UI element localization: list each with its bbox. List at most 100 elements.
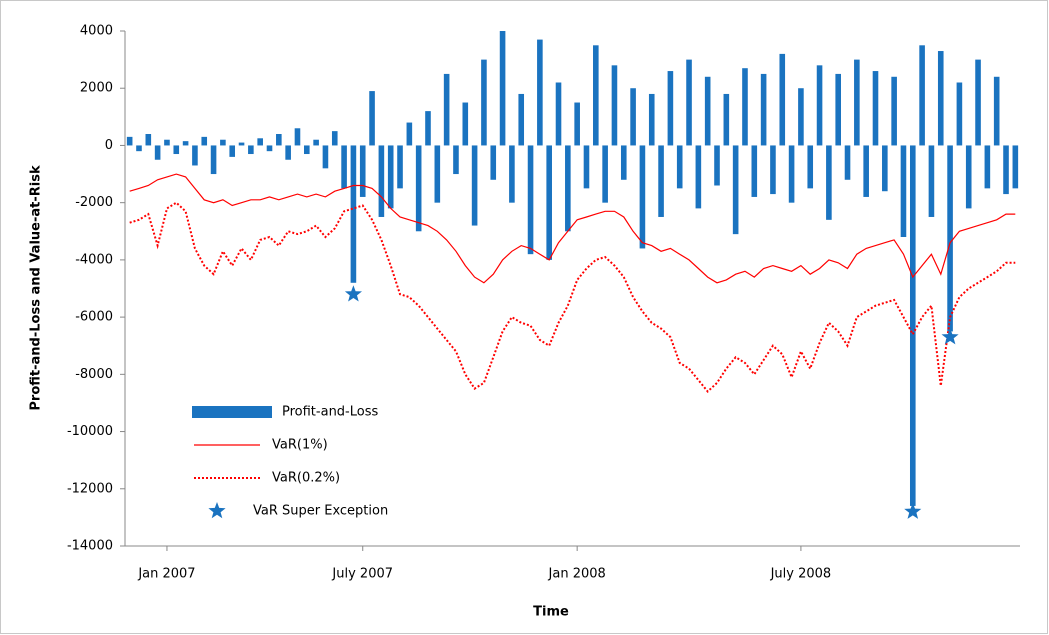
bar — [481, 59, 487, 146]
bar — [1003, 145, 1009, 195]
bar — [182, 141, 189, 146]
bar — [434, 145, 441, 203]
legend-swatch — [208, 502, 226, 519]
bar — [201, 136, 208, 146]
bar — [518, 93, 525, 146]
bar — [453, 145, 459, 175]
bar — [723, 93, 730, 146]
bar — [620, 145, 627, 180]
bar — [313, 139, 319, 146]
bar — [331, 131, 338, 146]
bar — [900, 145, 907, 237]
bar — [648, 93, 655, 146]
bar — [937, 51, 944, 146]
bar — [546, 145, 552, 260]
y-tick-label: -2000 — [75, 195, 113, 210]
bar — [779, 53, 786, 146]
bar — [443, 73, 450, 146]
line — [129, 173, 1016, 284]
bar — [499, 31, 506, 146]
bar — [387, 145, 394, 209]
legend-label: VaR(1%) — [272, 438, 328, 453]
bar — [192, 145, 198, 166]
bar — [397, 145, 403, 189]
bar — [658, 145, 664, 217]
y-tick-label: -10000 — [67, 424, 113, 439]
y-tick-label: -4000 — [75, 252, 113, 267]
bar — [471, 145, 478, 226]
bar — [294, 128, 301, 146]
y-tick-label: 0 — [105, 138, 113, 153]
y-tick-label: -14000 — [67, 539, 113, 554]
bar — [126, 136, 133, 146]
bar — [676, 145, 683, 189]
bar — [909, 145, 916, 506]
y-tick-label: -12000 — [67, 481, 113, 496]
bar — [611, 65, 618, 146]
bar — [248, 145, 254, 155]
bar — [164, 139, 170, 146]
x-tick-label: July 2008 — [770, 567, 832, 582]
bar — [565, 145, 571, 232]
x-axis-label: Time — [533, 605, 569, 620]
bar — [947, 145, 953, 332]
bar — [863, 145, 869, 197]
bar — [378, 145, 385, 217]
bar — [537, 39, 543, 146]
bar — [891, 76, 897, 146]
bar — [210, 145, 217, 175]
bar — [415, 145, 422, 232]
bar — [304, 145, 310, 155]
y-tick-label: -8000 — [75, 367, 113, 382]
bar — [490, 145, 497, 180]
bar — [854, 59, 860, 146]
bar — [406, 122, 413, 146]
star-marker — [941, 328, 959, 345]
bar — [509, 145, 515, 203]
bar — [798, 88, 804, 146]
y-axis-label: Profit-and-Loss and Value-at-Risk — [29, 165, 44, 411]
bar — [154, 145, 161, 160]
bar — [285, 145, 291, 160]
bar — [993, 76, 1000, 146]
bar — [760, 73, 767, 146]
bar — [835, 73, 841, 146]
bar — [322, 145, 329, 169]
bar — [844, 145, 851, 180]
bar — [956, 82, 963, 146]
bar — [593, 45, 599, 146]
bar — [826, 145, 832, 220]
legend-swatch — [192, 406, 272, 418]
bar — [751, 145, 758, 197]
bar — [583, 145, 590, 189]
line — [129, 201, 1016, 393]
bar — [667, 71, 674, 146]
x-tick-label: July 2007 — [331, 567, 393, 582]
legend-label: VaR(0.2%) — [272, 471, 340, 486]
bar — [238, 142, 245, 146]
bar — [276, 134, 282, 146]
bar — [574, 102, 580, 146]
bar — [984, 145, 991, 189]
bar — [872, 71, 879, 146]
legend-label: Profit-and-Loss — [282, 405, 378, 420]
bar — [704, 76, 711, 146]
bar — [816, 65, 823, 146]
bar — [136, 145, 142, 152]
bar — [369, 91, 375, 146]
bar — [359, 145, 366, 197]
bar — [555, 82, 562, 146]
bar — [173, 145, 180, 155]
star-marker — [344, 285, 362, 302]
bar — [145, 134, 152, 146]
bar — [965, 145, 972, 209]
legend-label: VaR Super Exception — [253, 504, 388, 519]
bar — [975, 59, 981, 146]
bar — [257, 138, 263, 146]
y-tick-label: -6000 — [75, 310, 113, 325]
bar — [527, 145, 534, 255]
bar — [788, 145, 795, 203]
bar — [807, 145, 814, 189]
bar — [220, 139, 226, 146]
